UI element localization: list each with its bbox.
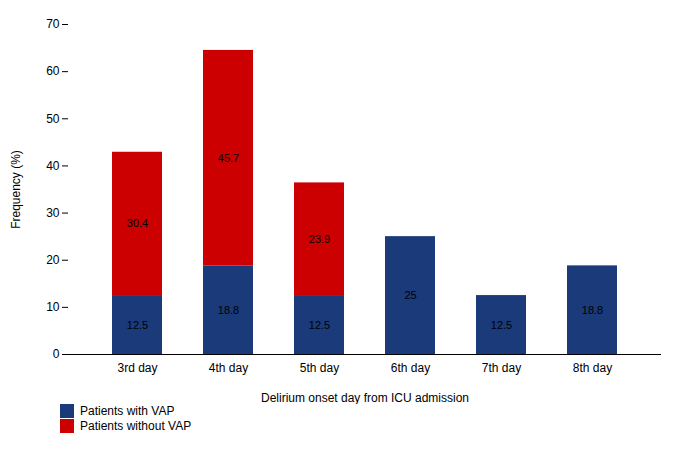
svg-text:70: 70 [46, 17, 60, 31]
svg-text:18.8: 18.8 [218, 304, 239, 316]
svg-text:20: 20 [46, 253, 60, 267]
svg-text:7th day: 7th day [482, 361, 521, 375]
svg-text:4th day: 4th day [209, 361, 248, 375]
svg-text:6th day: 6th day [391, 361, 430, 375]
svg-text:12.5: 12.5 [127, 319, 148, 331]
svg-text:30.4: 30.4 [127, 217, 148, 229]
svg-text:50: 50 [46, 112, 60, 126]
svg-text:45.7: 45.7 [218, 152, 239, 164]
svg-text:12.5: 12.5 [491, 319, 512, 331]
svg-text:3rd day: 3rd day [117, 361, 157, 375]
svg-text:0: 0 [53, 347, 60, 361]
svg-text:18.8: 18.8 [582, 304, 603, 316]
svg-text:25: 25 [404, 289, 416, 301]
svg-text:Delirium onset day from ICU ad: Delirium onset day from ICU admission [261, 391, 469, 405]
svg-text:40: 40 [46, 159, 60, 173]
svg-text:10: 10 [46, 300, 60, 314]
svg-text:30: 30 [46, 206, 60, 220]
svg-text:5th day: 5th day [300, 361, 339, 375]
svg-text:12.5: 12.5 [309, 319, 330, 331]
svg-text:Frequency (%): Frequency (%) [9, 150, 23, 229]
svg-text:23.9: 23.9 [309, 233, 330, 245]
svg-text:8th day: 8th day [573, 361, 612, 375]
html-text:Patients without VAP: Patients without VAP [80, 419, 192, 433]
html-text:Patients with VAP: Patients with VAP [80, 404, 175, 418]
svg-text:60: 60 [46, 64, 60, 78]
